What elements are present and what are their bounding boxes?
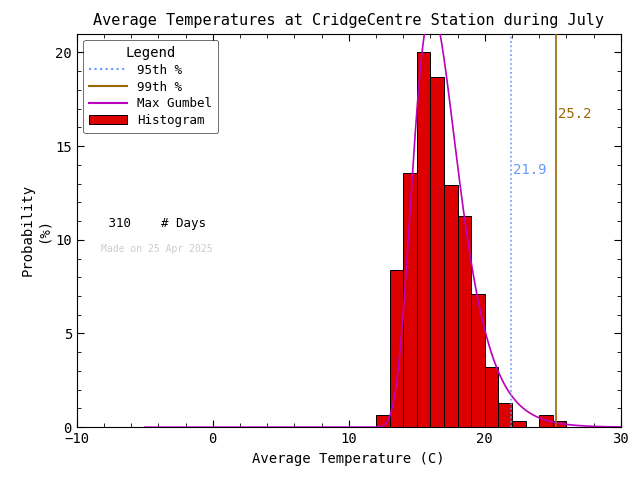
Bar (417, 52, 431, 427)
Title: Average Temperatures at CridgeCentre Station during July: Average Temperatures at CridgeCentre Sta… (93, 13, 604, 28)
Bar (431, 76, 444, 427)
Bar (512, 421, 525, 427)
Bar (553, 421, 566, 427)
Text: 25.2: 25.2 (557, 107, 591, 121)
Bar (376, 415, 390, 427)
Y-axis label: Probability
(%): Probability (%) (21, 184, 51, 276)
Legend: 95th %, 99th %, Max Gumbel, Histogram: 95th %, 99th %, Max Gumbel, Histogram (83, 40, 218, 133)
Bar (485, 367, 499, 427)
Bar (471, 294, 485, 427)
Bar (499, 403, 512, 427)
Bar (444, 185, 458, 427)
Text: 310    # Days: 310 # Days (101, 216, 206, 229)
Bar (540, 415, 553, 427)
X-axis label: Average Temperature (C): Average Temperature (C) (253, 452, 445, 466)
Text: Made on 25 Apr 2025: Made on 25 Apr 2025 (101, 244, 213, 254)
Text: 21.9: 21.9 (513, 163, 546, 177)
Bar (458, 216, 471, 427)
Bar (390, 270, 403, 427)
Bar (403, 173, 417, 427)
